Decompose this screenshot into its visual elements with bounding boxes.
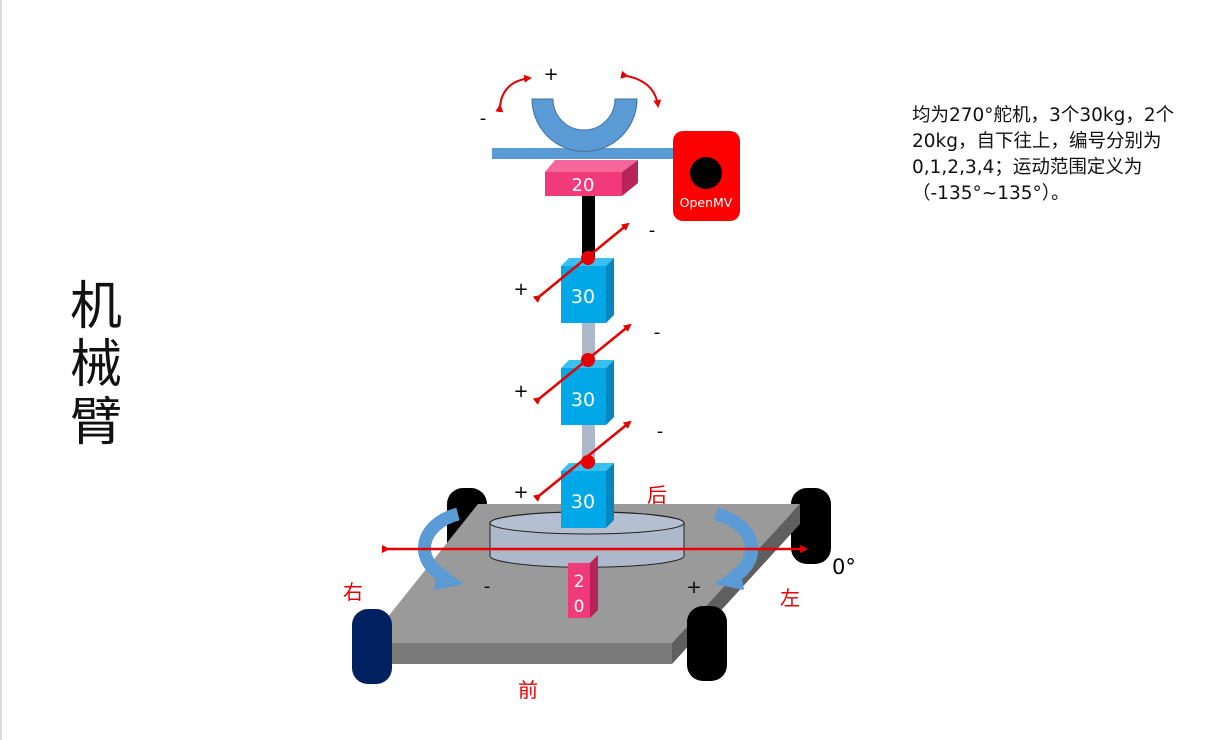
joint-pivot-3 <box>581 455 595 469</box>
rotate-arrow-right-head <box>714 566 744 590</box>
description-text: 均为270°舵机，3个30kg，2个20kg，自下往上，编号分别为0,1,2,3… <box>912 105 1175 204</box>
sign-minus-joint-3: - <box>657 421 664 442</box>
servo-base-20-side <box>590 555 598 618</box>
sign-minus-joint-2: - <box>654 322 661 343</box>
zero-angle-label: 0° <box>832 555 856 579</box>
label-right: 右 <box>343 580 363 604</box>
sign-plus-base: + <box>686 577 701 598</box>
wheel-front-right-side <box>352 609 392 684</box>
servo-20-top-side <box>622 160 638 196</box>
title-char-3: 臂 <box>70 393 123 453</box>
openmv-label: OpenMV <box>680 195 733 210</box>
label-left: 左 <box>780 586 800 610</box>
rotate-arrow-left-icon <box>418 507 461 584</box>
sign-plus-joint-2: + <box>513 381 528 402</box>
sign-minus-gripper: - <box>480 108 487 129</box>
servo-base-20-label-1: 2 <box>574 572 585 592</box>
servo-20-top-label: 20 <box>572 175 595 196</box>
openmv-lens <box>690 157 722 189</box>
gripper <box>531 98 638 152</box>
servo-20-top-top <box>545 160 638 172</box>
servo-30-a-side <box>606 258 614 323</box>
servo-30-c-label: 30 <box>571 491 595 513</box>
servo-base-20 <box>568 563 590 618</box>
sign-minus-base: - <box>484 576 491 597</box>
wheel-front-left-side <box>687 606 727 681</box>
sign-plus-joint-1: + <box>513 279 528 300</box>
label-back: 后 <box>647 483 667 507</box>
rotate-arrow-left-head <box>434 566 464 590</box>
servo-30-c-side <box>606 463 614 528</box>
platform-front <box>367 643 672 664</box>
servo-30-b-side <box>606 360 614 425</box>
joint-pivot-2 <box>581 353 595 367</box>
label-front: 前 <box>518 678 538 702</box>
sign-plus-gripper: + <box>543 64 558 85</box>
servo-30-b-label: 30 <box>571 389 595 411</box>
servo-base-20-label-2: 0 <box>574 597 585 617</box>
sign-plus-joint-3: + <box>513 482 528 503</box>
left-border <box>0 0 2 740</box>
page-title: 机 械 臂 <box>70 278 140 452</box>
servo-30-a-label: 30 <box>571 286 595 308</box>
sign-minus-joint-1: - <box>649 220 656 241</box>
title-char-1: 机 <box>70 277 123 337</box>
servo-20-top <box>545 172 622 196</box>
gripper-plate <box>492 148 675 159</box>
gripper-rotate-left-icon <box>495 74 532 113</box>
joint-pivot-1 <box>581 251 595 265</box>
gripper-rotate-right-icon <box>620 70 662 108</box>
title-char-2: 械 <box>70 335 123 395</box>
